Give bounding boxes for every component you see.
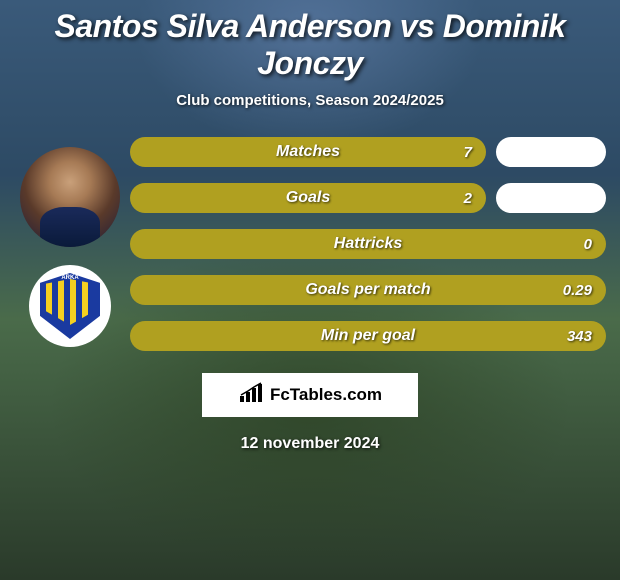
crest-label: ARKA bbox=[40, 275, 100, 281]
stat-value-left: 0.29 bbox=[563, 282, 592, 299]
stat-label: Hattricks bbox=[334, 235, 402, 253]
stat-value-left: 343 bbox=[567, 328, 592, 345]
stat-label: Goals per match bbox=[305, 281, 430, 299]
stat-bar-left: Matches 7 bbox=[130, 137, 486, 167]
snapshot-date: 12 november 2024 bbox=[0, 435, 620, 453]
stat-row-gpm: Goals per match 0.29 bbox=[130, 275, 606, 305]
stat-row-mpg: Min per goal 343 bbox=[130, 321, 606, 351]
stat-row-matches: Matches 7 bbox=[130, 137, 606, 167]
stats-bars: Matches 7 Goals 2 Hattricks 0 bbox=[130, 137, 610, 351]
stat-bar-left: Goals 2 bbox=[130, 183, 486, 213]
player-avatar bbox=[20, 147, 120, 247]
stat-bar-right bbox=[496, 183, 606, 213]
crest-shape: ARKA bbox=[40, 273, 100, 339]
chart-icon bbox=[238, 382, 266, 409]
season-subtitle: Club competitions, Season 2024/2025 bbox=[0, 92, 620, 109]
stat-row-hattricks: Hattricks 0 bbox=[130, 229, 606, 259]
club-crest: ARKA bbox=[29, 265, 111, 347]
stat-value-left: 0 bbox=[584, 236, 592, 253]
stat-bar-left: Goals per match 0.29 bbox=[130, 275, 606, 305]
stat-label: Min per goal bbox=[321, 327, 415, 345]
stat-value-left: 7 bbox=[464, 144, 472, 161]
stat-bar-right bbox=[496, 137, 606, 167]
stat-label: Goals bbox=[286, 189, 330, 207]
stat-bar-left: Hattricks 0 bbox=[130, 229, 606, 259]
site-logo: FcTables.com bbox=[202, 373, 418, 417]
infographic-content: Santos Silva Anderson vs Dominik Jonczy … bbox=[0, 0, 620, 580]
main-row: ARKA Matches 7 Goals 2 bbox=[0, 137, 620, 351]
avatars-column: ARKA bbox=[10, 137, 130, 351]
comparison-title: Santos Silva Anderson vs Dominik Jonczy bbox=[0, 0, 620, 82]
site-logo-text: FcTables.com bbox=[270, 385, 382, 405]
stat-value-left: 2 bbox=[464, 190, 472, 207]
stat-label: Matches bbox=[276, 143, 340, 161]
stat-row-goals: Goals 2 bbox=[130, 183, 606, 213]
stat-bar-left: Min per goal 343 bbox=[130, 321, 606, 351]
